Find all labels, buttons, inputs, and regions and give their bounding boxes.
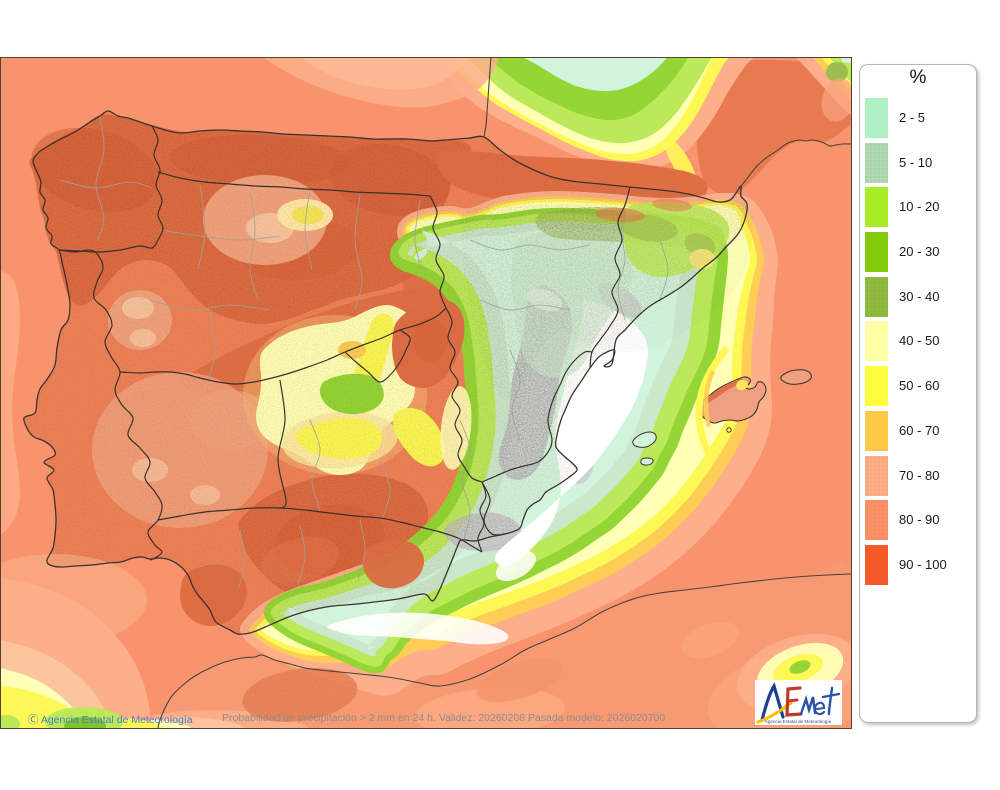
svg-text:Agencia Estatal de Meteorologí: Agencia Estatal de Meteorología — [765, 719, 832, 724]
